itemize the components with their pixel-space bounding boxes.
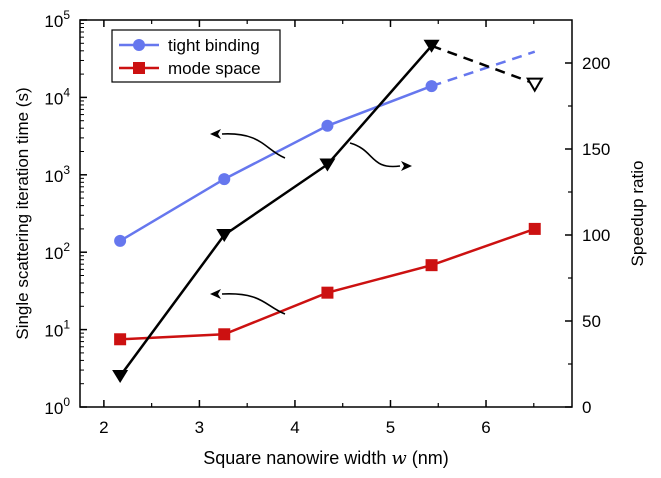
legend: tight binding mode space [111, 29, 281, 83]
data-point [423, 39, 440, 53]
x-tick-label: 3 [195, 418, 204, 437]
y2-tick-label: 50 [582, 312, 601, 331]
axes-layer: 2 3 4 5 6 100 101 102 103 104 105 0 50 100 150 200 [44, 8, 610, 437]
x-tick-label: 6 [481, 418, 490, 437]
x-tick-label: 5 [386, 418, 395, 437]
y-tick-label: 100 [44, 395, 70, 418]
annotation-layer [210, 129, 412, 315]
data-point-open [526, 77, 544, 93]
data-point [112, 370, 129, 384]
legend-label: mode space [168, 59, 261, 78]
data-point [114, 333, 127, 346]
y2-axis-label: Speedup ratio [628, 161, 647, 267]
data-point [216, 229, 233, 242]
y-tick-label: 101 [44, 318, 70, 341]
data-point [114, 234, 127, 247]
series-line [120, 227, 536, 341]
x-axis-variable: w [391, 448, 407, 469]
data-point [425, 80, 438, 93]
axis-arrow [349, 142, 401, 168]
axis-arrow-head [210, 289, 221, 299]
data-point [133, 39, 145, 51]
y2-tick-label: 200 [582, 54, 610, 73]
y2-tick-label: 150 [582, 140, 610, 159]
y-tick-label: 104 [44, 85, 70, 108]
data-point [321, 119, 334, 132]
y2-tick-label: 0 [582, 398, 591, 417]
data-point [218, 328, 231, 341]
x-axis-label: Square nanowire width w (nm) [203, 448, 449, 469]
y-axis-label: Single scattering iteration time (s) [13, 87, 32, 339]
series-line-extrapolated [431, 44, 536, 85]
data-point [319, 158, 336, 172]
data-point [528, 222, 541, 235]
y-tick-label: 105 [44, 8, 70, 31]
series-line [119, 84, 433, 242]
series-line [119, 44, 433, 377]
y2-tick-label: 100 [582, 226, 610, 245]
series-line-extrapolated [431, 50, 536, 88]
series-layer [112, 39, 544, 384]
legend-label: tight binding [168, 36, 260, 55]
x-tick-label: 2 [99, 418, 108, 437]
legend-box [111, 29, 281, 83]
plot-frame [79, 19, 573, 408]
axis-arrow-head [401, 161, 412, 171]
x-tick-label: 4 [290, 418, 299, 437]
axis-arrow [221, 133, 286, 159]
data-point [321, 286, 334, 299]
data-point [425, 259, 438, 272]
y-tick-label: 103 [44, 163, 70, 186]
axis-arrow [221, 293, 286, 315]
y-tick-label: 102 [44, 240, 70, 263]
data-point [133, 62, 145, 74]
axis-arrow-head [210, 129, 221, 139]
data-point [218, 173, 231, 186]
